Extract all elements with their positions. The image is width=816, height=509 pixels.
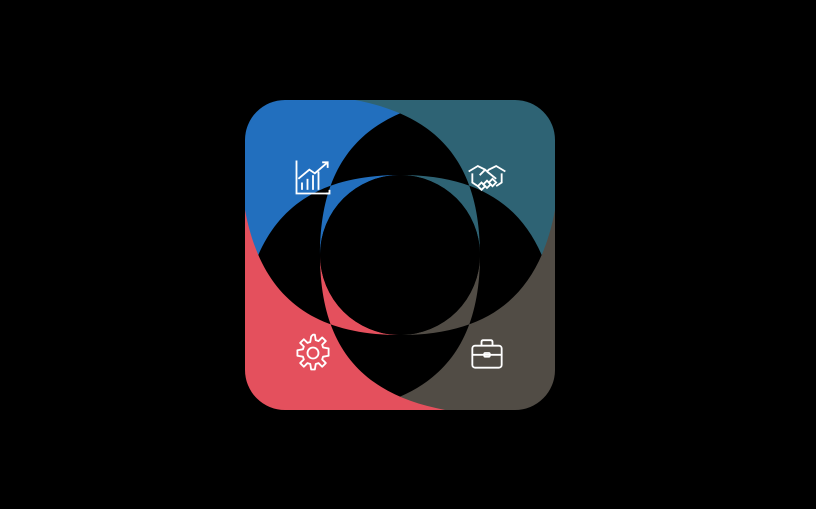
chart-growth-icon: [288, 152, 338, 202]
briefcase-icon: [462, 328, 512, 378]
aperture-infographic: [0, 0, 816, 509]
gear-icon: [288, 328, 338, 378]
center-hole: [320, 175, 480, 335]
handshake-icon: [462, 152, 512, 202]
